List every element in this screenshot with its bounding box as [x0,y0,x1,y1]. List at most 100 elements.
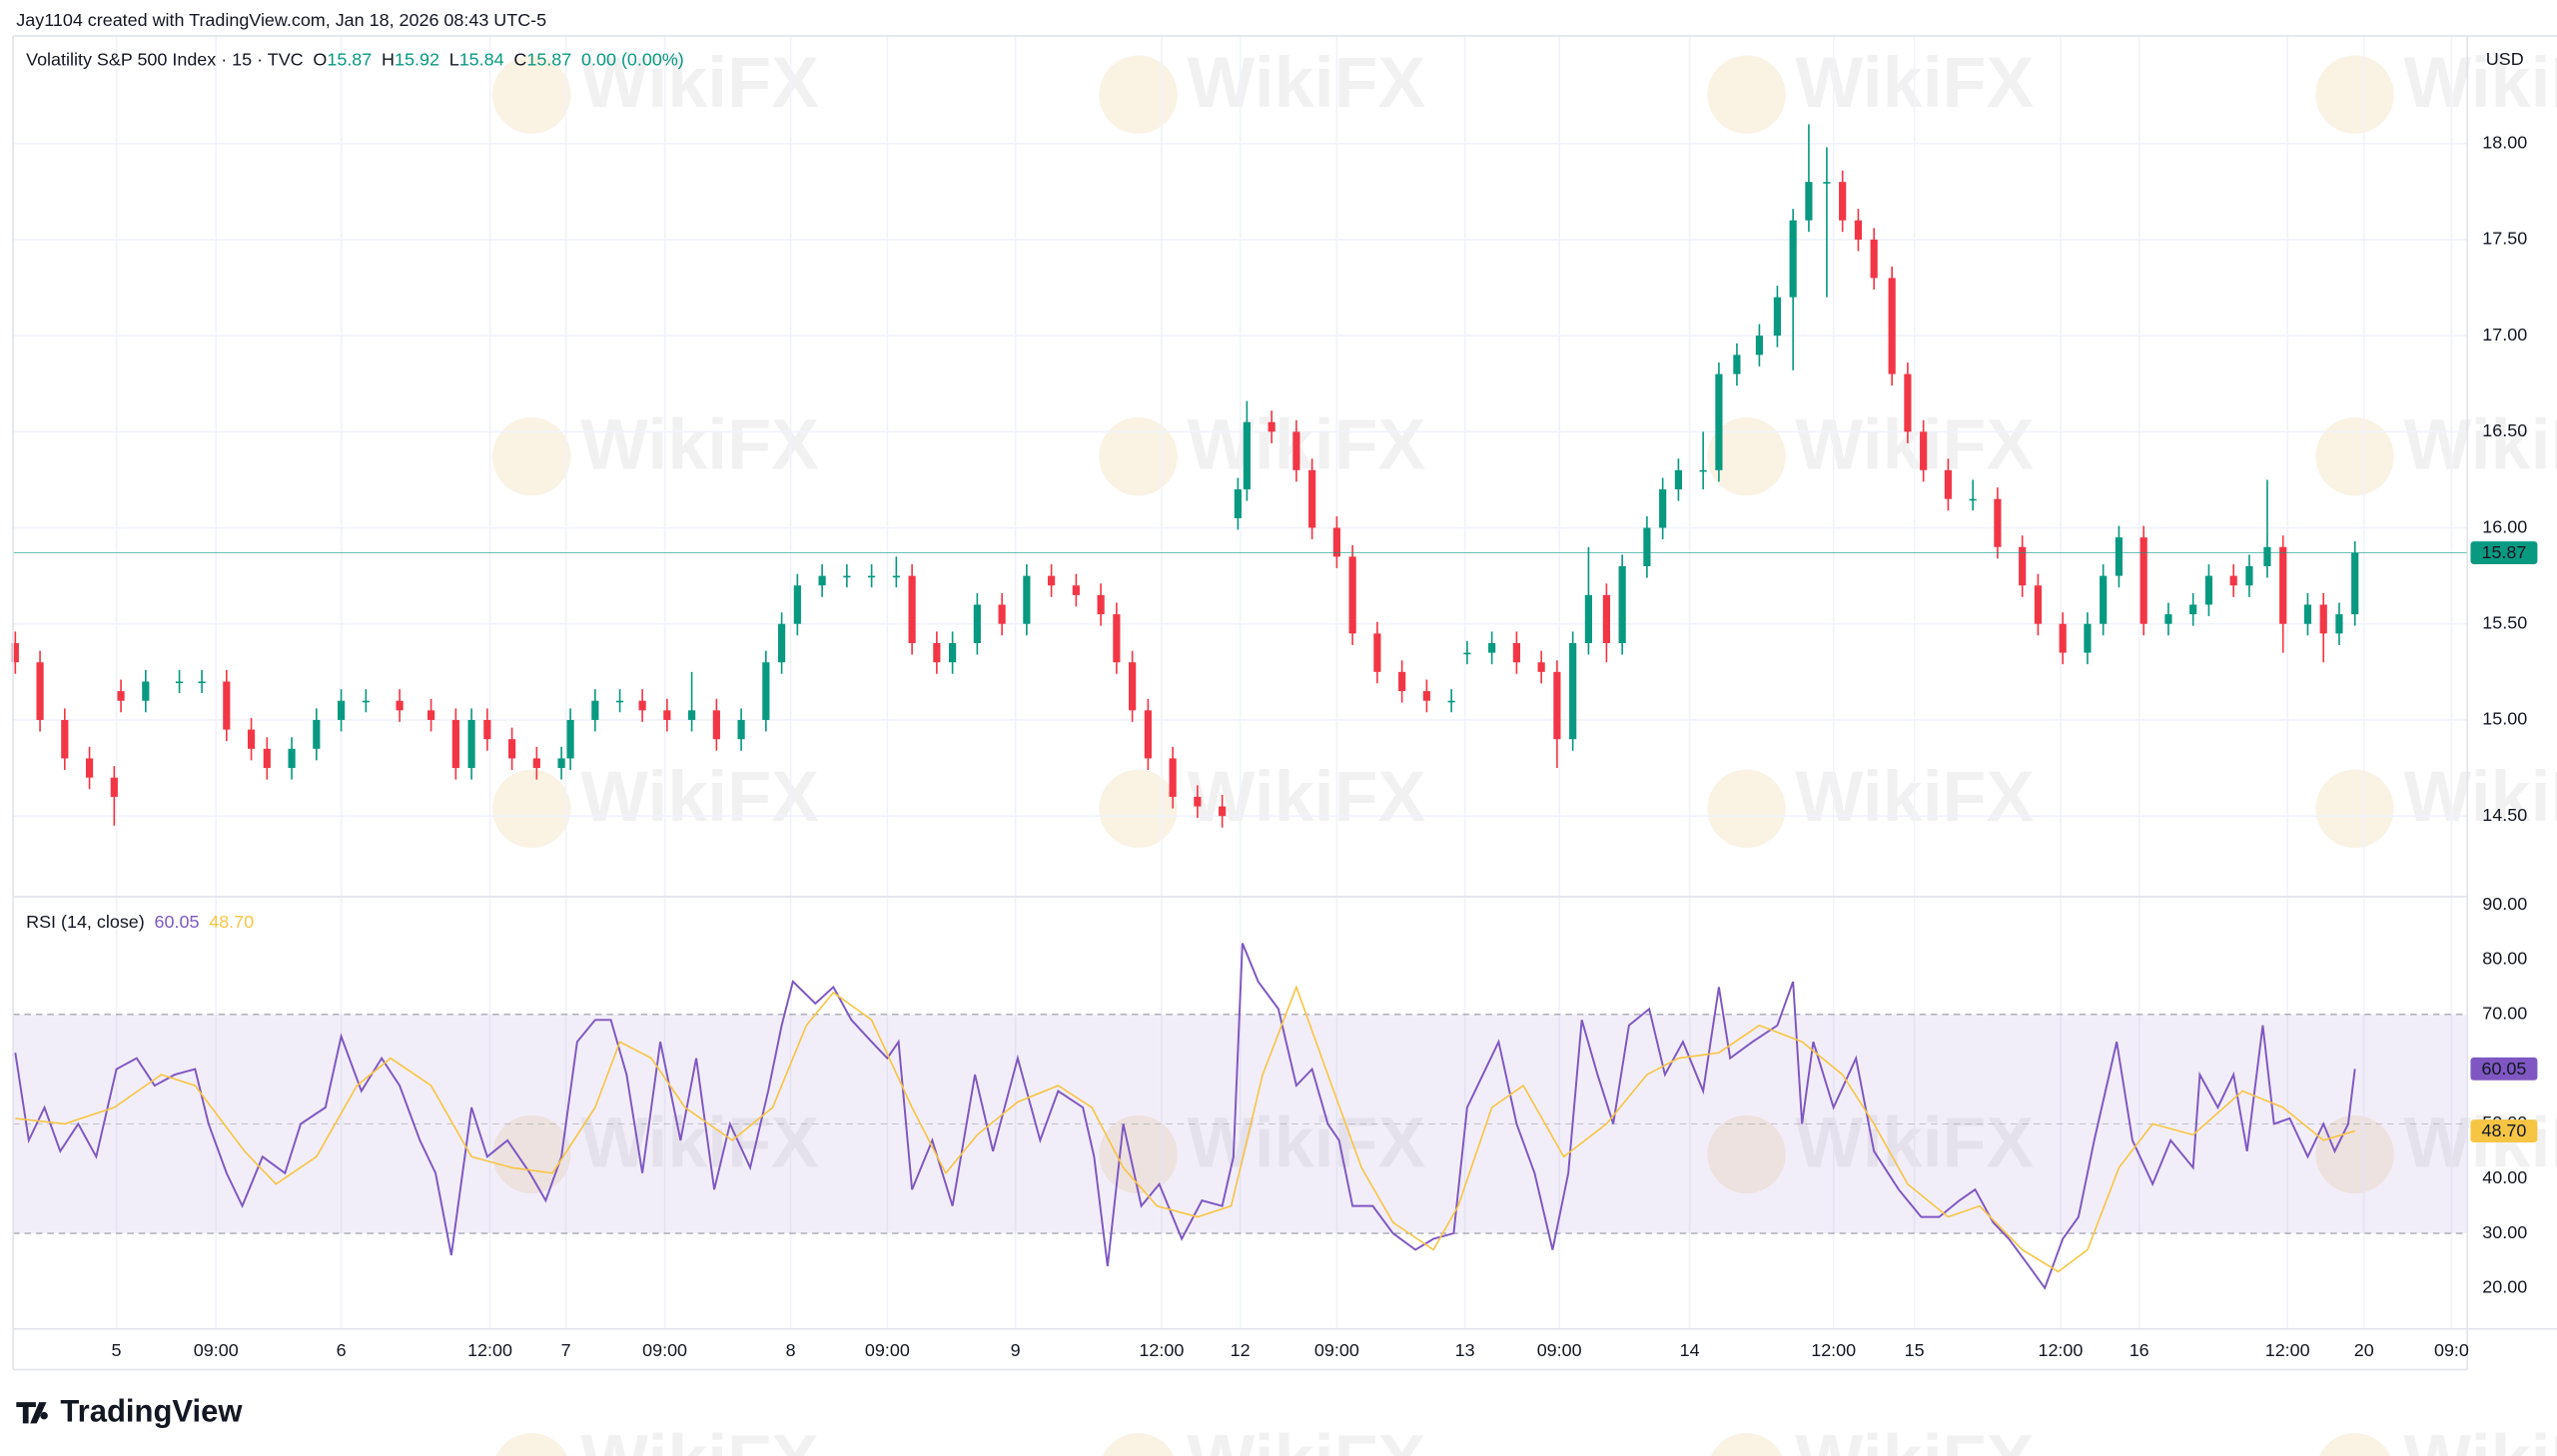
candle-body [1553,671,1561,740]
candle-body [712,710,720,740]
x-tick-label: 12:00 [1811,1340,1856,1360]
candle-body [1332,527,1340,557]
candle-body [142,681,150,701]
x-tick-label: 20 [2354,1340,2374,1360]
watermark-logo [2315,769,2394,848]
candle-body [868,575,876,578]
y-tick-label: 16.50 [2482,420,2527,440]
y-tick-label: 14.50 [2482,805,2527,825]
x-tick-label: 09:00 [865,1340,910,1360]
candle-body [1422,691,1430,701]
last-value-label-bg [2470,1119,2538,1142]
candle-body [1113,614,1121,663]
candle-body [507,739,516,759]
candle-body [778,623,786,663]
candle-body [843,575,851,578]
watermark: WikiFX [580,1102,819,1182]
candle-body [638,700,646,711]
candle-body [467,719,475,769]
candle-body [892,575,900,578]
candle-body [313,719,321,749]
watermark-logo [1707,416,1786,496]
last-price-label: 15.87 [2481,542,2526,562]
candle-body [2115,537,2124,576]
candle-body [1854,220,1863,240]
candle-body [1618,566,1626,643]
x-tick-label: 09:00 [1314,1340,1359,1360]
x-tick-label: 09:00 [194,1340,239,1360]
candle-body [1048,575,1056,586]
currency: USD [2486,49,2524,69]
candle-body [1659,489,1667,528]
candle-body [566,719,574,759]
price-legend: Volatility S&P 500 Index · 15 · TVC O15.8… [26,49,684,69]
candle-body [2351,552,2359,615]
candle-body [2279,546,2287,624]
candle-body [1674,469,1683,490]
candle-body [1447,700,1455,703]
watermark: WikiFX [580,43,819,123]
watermark: WikiFX [2404,405,2557,485]
candle-body [1169,758,1177,797]
high-label: H [382,49,395,69]
watermark-logo [2315,416,2394,496]
candle-body [1699,469,1707,472]
candle-body [451,719,459,769]
candle-body [1219,806,1227,817]
series-line [15,985,2355,1273]
candle-body [1243,421,1251,490]
watermark: WikiFX [580,405,819,485]
watermark-logo [492,769,571,848]
x-tick-label: 09:00 [642,1340,687,1360]
y-tick-label: 18.00 [2482,132,2527,152]
candle-body [110,777,118,797]
candle-body [362,700,370,703]
candle-body [1733,355,1741,374]
x-tick-label: 6 [337,1340,347,1360]
candle-body [2189,604,2197,615]
candle-body [288,748,296,769]
candle-body [2204,575,2213,605]
candle-body [1773,297,1782,337]
y-tick-label: 80.00 [2482,949,2527,969]
candle-body [737,719,745,740]
watermark: WikiFX [1188,1102,1426,1182]
candle-body [337,700,346,720]
candle-body [2319,604,2327,634]
candle-body [1537,662,1545,672]
candle-body [2164,614,2172,624]
candle-body [1268,421,1276,432]
series-line [14,943,2356,1290]
plot [11,124,2468,1290]
last-value-label: 60.05 [2481,1059,2526,1079]
candle-body [117,691,125,701]
candle-body [1023,575,1031,624]
candle-body [2245,566,2253,586]
y-tick-label: 16.00 [2482,516,2527,536]
y-tick-label: 15.50 [2482,612,2527,632]
candle-body [1789,220,1797,298]
watermark-logo [492,55,571,134]
change-value: 0.00 (0.00%) [581,49,684,69]
candle-body [1234,489,1242,518]
watermark-logo [492,416,571,496]
watermark: WikiFX [2404,757,2557,837]
x-tick-label: 15 [1905,1340,1925,1360]
candle-body [1569,642,1577,740]
x-tick-label: 7 [561,1340,571,1360]
candle-body [1643,527,1651,567]
candle-body [1602,594,1610,643]
watermark-logo [1710,1433,1783,1456]
x-tick-label: 09:0 [2434,1340,2469,1360]
candle-body [762,662,770,720]
y-tick-label: 90.00 [2482,894,2527,914]
candle-body [1715,373,1723,470]
candle-body [933,642,941,663]
y-tick-label: 15.00 [2482,709,2527,729]
watermark-logo [1707,769,1786,848]
candle-body [2100,575,2108,624]
candle-body [2084,623,2092,653]
last-price-label-bg [2470,541,2538,564]
watermark-logo [492,1114,571,1194]
low-label: L [449,49,459,69]
